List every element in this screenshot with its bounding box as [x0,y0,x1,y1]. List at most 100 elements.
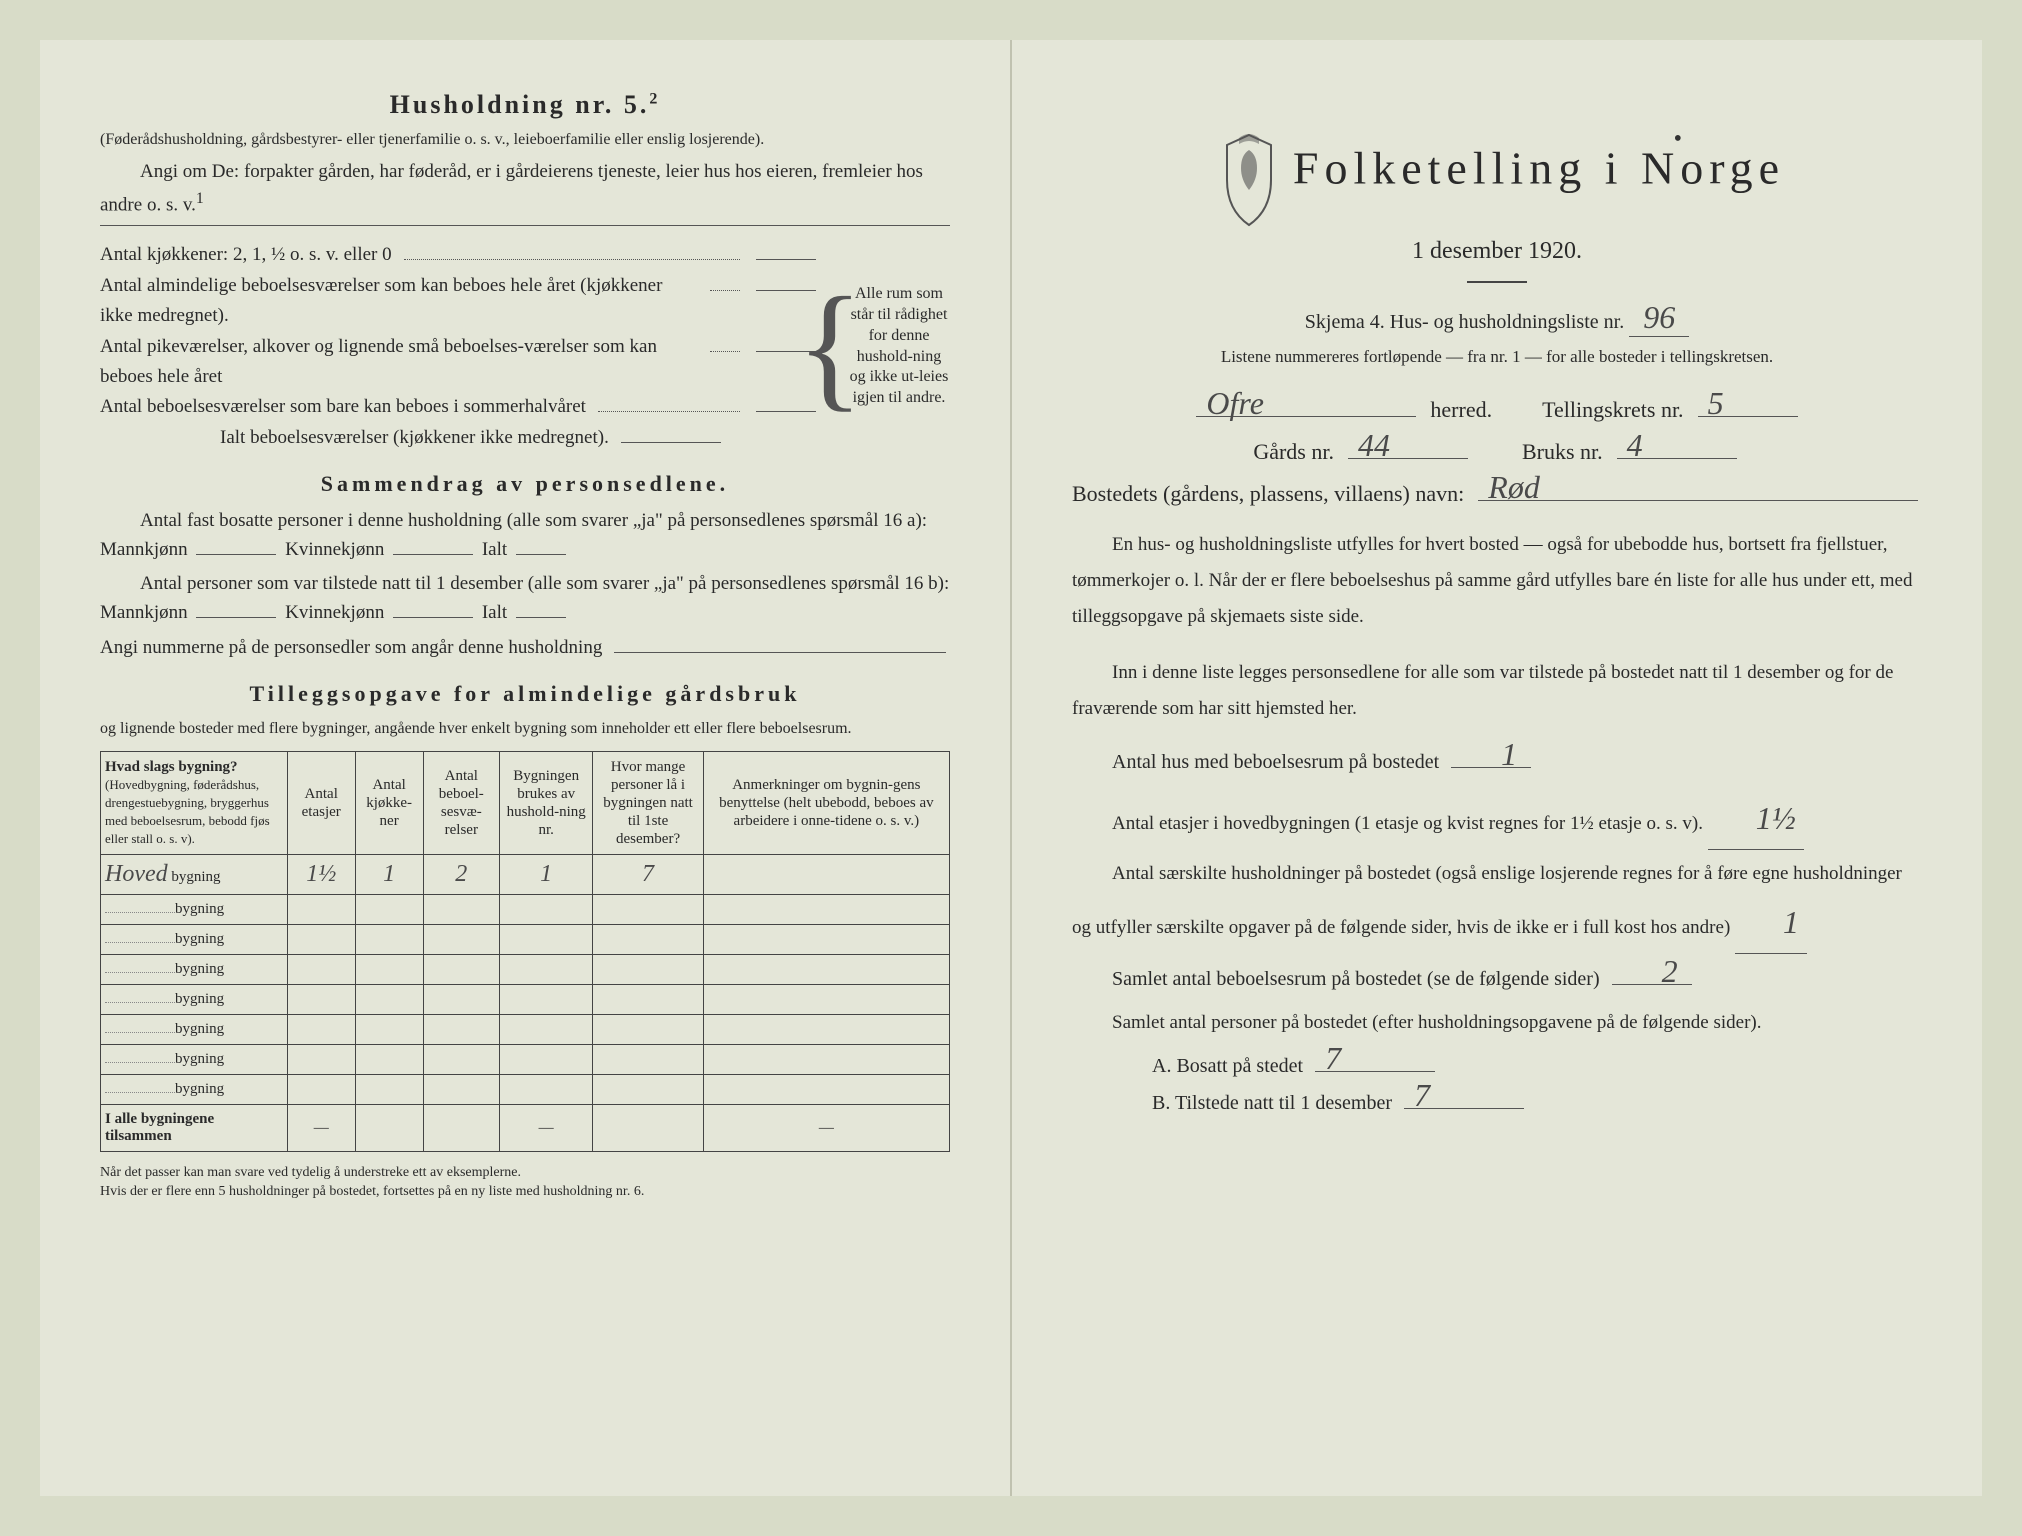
main-title: Folketelling i Norge [1293,143,1785,194]
table-cell [593,955,703,985]
table-cell [593,1015,703,1045]
herred-label: herred. [1430,397,1492,423]
table-cell [703,895,949,925]
intro-2: Angi om De: forpakter gården, har føderå… [100,158,950,219]
table-cell [593,1075,703,1105]
q2-answer: 1½ [1708,788,1804,850]
coat-of-arms-icon [1209,130,1289,230]
table-cell [499,1075,592,1105]
ialt-label-1: Ialt [482,539,507,560]
household-title-text: Husholdning nr. 5. [390,90,650,119]
kjokken-row: Antal kjøkkener: 2, 1, ½ o. s. v. eller … [100,240,820,270]
ialt-row: Ialt beboelsesværelser (kjøkkener ikke m… [100,423,820,453]
table-cell [499,1015,592,1045]
row-label-text: bygning [171,869,220,885]
bosted-label: Bostedets (gårdens, plassens, villaens) … [1072,481,1464,507]
row-label-text: bygning [175,931,224,947]
col3-head: Antal beboel-sesvæ-relser [423,752,499,855]
intro-underline [100,225,950,226]
table-cell: 1½ [287,855,355,895]
q3-answer: 1 [1735,892,1807,954]
table-cell [287,1075,355,1105]
intro-2-sup: 1 [196,190,204,207]
row-label-cell: bygning [101,955,288,985]
divider-icon [1467,281,1527,283]
table-cell [423,1075,499,1105]
table-row: bygning [101,955,950,985]
household-title-sup: 2 [649,90,660,107]
col0-sub: (Hovedbygning, føderådshus, drengestueby… [105,777,270,846]
intro-2-text: Angi om De: forpakter gården, har føderå… [100,161,923,215]
table-row: bygning [101,895,950,925]
household-title: Husholdning nr. 5.2 [100,90,950,120]
table-total-row: I alle bygningene tilsammen — — — [101,1105,950,1152]
table-cell: 1 [355,855,423,895]
q4-label: Samlet antal beboelsesrum på bostedet (s… [1072,968,1600,991]
table-cell [593,895,703,925]
qB-row: B. Tilstede natt til 1 desember 7 [1072,1092,1922,1115]
total-dash-3: — [703,1105,949,1152]
body-para-1: En hus- og husholdningsliste utfylles fo… [1072,527,1922,635]
pike-row: Antal pikeværelser, alkover og lignende … [100,332,820,393]
table-cell [423,1015,499,1045]
table-cell [593,925,703,955]
table-cell: 7 [593,855,703,895]
q1-answer: 1 [1461,736,1517,773]
herred-hw: Ofre [1206,385,1263,422]
table-cell [593,985,703,1015]
table-cell: 1 [499,855,592,895]
row-label-cell: bygning [101,895,288,925]
row-label-text: bygning [175,961,224,977]
gards-nr: 44 [1358,427,1390,464]
q1-row: Antal hus med beboelsesrum på bostedet 1 [1072,751,1922,774]
row-label-cell: bygning [101,925,288,955]
title-block: Folketelling i Norge 1 desember 1920. [1072,130,1922,283]
col6-head: Anmerkninger om bygnin-gens benyttelse (… [703,752,949,855]
table-cell [703,1075,949,1105]
buildings-table: Hvad slags bygning? (Hovedbygning, føder… [100,751,950,1152]
ialt-label-2: Ialt [482,602,507,623]
table-cell [355,1075,423,1105]
alm-label: Antal almindelige beboelsesværelser som … [100,271,698,332]
krets-label: Tellingskrets nr. [1542,397,1683,423]
sub-line: Listene nummereres fortløpende — fra nr.… [1072,347,1922,367]
table-row: bygning [101,1015,950,1045]
sammendrag-l2-text: Antal personer som var tilstede natt til… [100,573,949,623]
table-cell [703,925,949,955]
table-cell [287,1015,355,1045]
bruks-label: Bruks nr. [1522,439,1603,465]
sammendrag-title: Sammendrag av personsedlene. [100,471,950,497]
table-cell [287,955,355,985]
sammendrag-line2: Antal personer som var tilstede natt til… [100,570,950,627]
row-label-text: bygning [175,991,224,1007]
table-cell [355,925,423,955]
table-row: bygning [101,1045,950,1075]
q3-row: Antal særskilte husholdninger på bostede… [1072,856,1922,954]
angi-nummer-row: Angi nummerne på de personsedler som ang… [100,633,950,663]
table-cell [703,855,949,895]
table-cell [287,925,355,955]
row-label-cell: bygning [101,1075,288,1105]
brace-symbol: { [820,240,840,453]
table-cell [423,985,499,1015]
total-dash-1: — [287,1105,355,1152]
table-cell [355,1045,423,1075]
herred-row: Ofre herred. Tellingskrets nr. 5 [1072,397,1922,423]
row-label-text: bygning [175,1021,224,1037]
bosted-hw: Rød [1488,469,1540,506]
krets-nr: 5 [1708,385,1724,422]
table-cell [355,955,423,985]
skjema-nr: 96 [1629,299,1689,337]
kvinne-label-1: Kvinnekjønn [285,539,384,560]
col5-head: Hvor mange personer lå i bygningen natt … [593,752,703,855]
row-label-text: bygning [175,1051,224,1067]
table-cell [499,925,592,955]
skjema-line: Skjema 4. Hus- og husholdningsliste nr. … [1072,299,1922,337]
table-cell [423,955,499,985]
right-page: • Folketelling i Norge 1 desember 1920. … [1011,40,1982,1496]
ialt-label: Ialt beboelsesværelser (kjøkkener ikke m… [220,423,609,453]
total-label: I alle bygningene tilsammen [101,1105,288,1152]
qA-row: A. Bosatt på stedet 7 [1072,1055,1922,1078]
kjokken-label: Antal kjøkkener: 2, 1, ½ o. s. v. eller … [100,240,392,270]
row-hw: Hoved [105,861,168,887]
